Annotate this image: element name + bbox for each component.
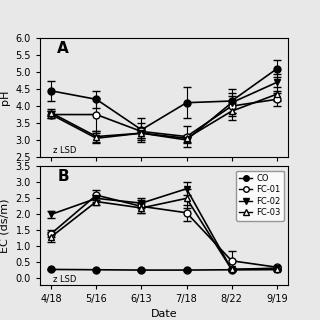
X-axis label: Date: Date <box>151 309 177 319</box>
Legend: CO, FC-01, FC-02, FC-03: CO, FC-01, FC-02, FC-03 <box>236 171 284 221</box>
Text: z LSD: z LSD <box>52 147 76 156</box>
Y-axis label: pH: pH <box>0 90 10 105</box>
Y-axis label: EC (ds/m): EC (ds/m) <box>0 198 10 253</box>
Text: A: A <box>57 41 69 56</box>
Text: B: B <box>57 169 69 184</box>
Text: z LSD: z LSD <box>52 275 76 284</box>
